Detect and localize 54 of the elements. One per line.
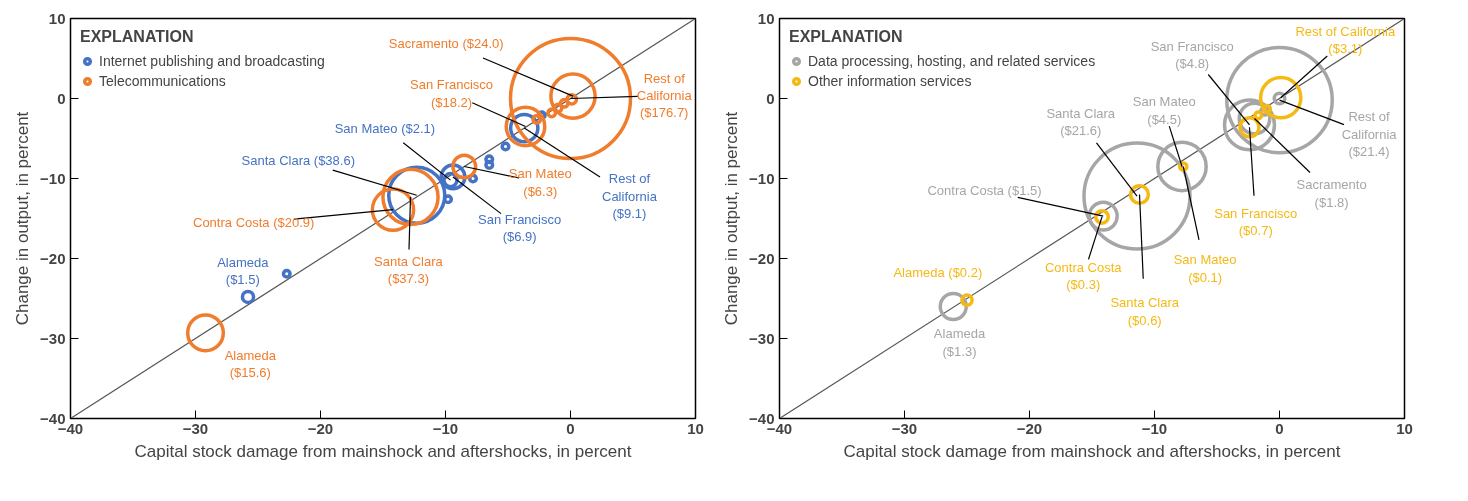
- y-tick-label: −10: [40, 169, 66, 187]
- x-tick-label: −30: [891, 419, 918, 437]
- annotation: Rest of California ($9.1): [602, 171, 658, 221]
- x-tick-label: −30: [182, 419, 209, 437]
- x-tick-label: −20: [1016, 419, 1043, 437]
- annotation: San Francisco ($6.9): [478, 211, 562, 245]
- x-axis-title: Capital stock damage from mainshock and aftershocks, in percent: [134, 441, 632, 461]
- y-tick-label: 10: [757, 9, 775, 27]
- annotation: San Mateo ($0.1): [1173, 252, 1237, 285]
- annotation: Santa Clara ($21.6): [1046, 105, 1116, 139]
- x-tick-label: 10: [687, 419, 704, 437]
- annotation: Alameda ($15.6): [224, 347, 277, 381]
- annotation: Alameda ($0.2): [893, 264, 983, 280]
- legend-label: Internet publishing and broadcasting: [99, 53, 325, 69]
- annotation: Alameda ($1.5): [217, 254, 270, 288]
- y-tick-label: 0: [766, 89, 775, 107]
- y-tick-label: 10: [48, 9, 66, 27]
- annotation: San Mateo ($4.5): [1132, 94, 1196, 127]
- y-tick-label: −20: [749, 249, 775, 267]
- x-tick-label: −10: [432, 419, 459, 437]
- annotation: San Mateo ($6.3): [508, 166, 572, 199]
- y-axis-title: Change in output, in percent: [13, 111, 33, 326]
- annotation: Santa Clara ($0.6): [1110, 295, 1180, 328]
- y-tick-label: −20: [40, 249, 66, 267]
- annotation: Contra Costa ($20.9): [193, 215, 315, 231]
- x-tick-label: 0: [566, 419, 575, 437]
- annotation: San Francisco ($0.7): [1214, 206, 1298, 239]
- legend-label: Data processing, hosting, and related services: [808, 53, 1096, 69]
- annotation: San Francisco ($18.2): [410, 77, 494, 110]
- legend-label: Other information services: [808, 73, 972, 89]
- annotation: Sacramento ($1.8): [1296, 177, 1367, 210]
- x-tick-label: −10: [1141, 419, 1168, 437]
- y-axis-title: Change in output, in percent: [722, 111, 742, 326]
- annotation: Sacramento ($24.0): [388, 35, 504, 51]
- x-axis-title: Capital stock damage from mainshock and aftershocks, in percent: [843, 441, 1341, 461]
- annotation: San Mateo ($2.1): [334, 120, 436, 136]
- x-tick-label: 0: [1275, 419, 1284, 437]
- annotation: Contra Costa ($1.5): [927, 182, 1042, 198]
- annotation: Santa Clara ($37.3): [374, 253, 444, 287]
- x-tick-label: 10: [1396, 419, 1413, 437]
- y-tick-label: −10: [749, 169, 775, 187]
- legend-label: Telecommunications: [99, 73, 226, 89]
- x-tick-label: −20: [307, 419, 334, 437]
- annotation: Contra Costa ($0.3): [1044, 259, 1123, 293]
- annotation: San Francisco ($4.8): [1150, 38, 1234, 72]
- annotation: Alameda ($1.3): [933, 326, 986, 359]
- legend-title: EXPLANATION: [80, 28, 195, 46]
- legend-title: EXPLANATION: [789, 28, 904, 46]
- annotation: Santa Clara ($38.6): [241, 152, 355, 168]
- y-tick-label: −30: [749, 329, 775, 347]
- annotation: Rest of California ($176.7): [636, 70, 693, 121]
- y-tick-label: −30: [40, 329, 66, 347]
- y-tick-label: 0: [57, 89, 66, 107]
- annotation: Rest of California ($21.4): [1341, 109, 1398, 159]
